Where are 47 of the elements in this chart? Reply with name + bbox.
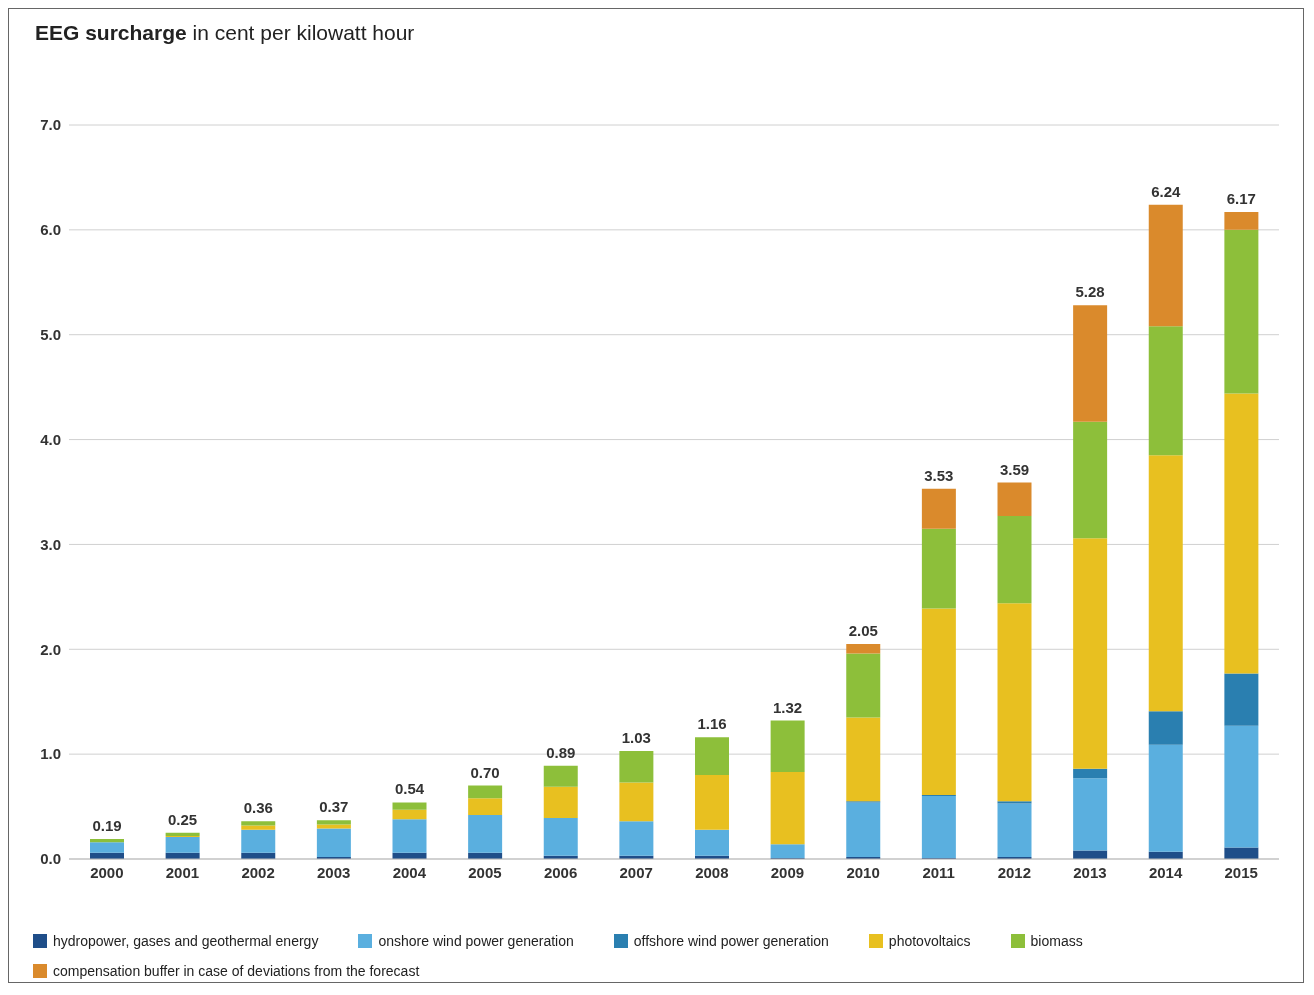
x-tick-label: 2014 xyxy=(1148,863,1183,881)
y-tick-label: 4.0 xyxy=(40,430,61,448)
legend-label: offshore wind power generation xyxy=(632,933,829,949)
x-tick-label: 2002 xyxy=(241,863,275,881)
total-label: 0.70 xyxy=(470,763,500,781)
y-tick-label: 6.0 xyxy=(40,221,61,239)
x-tick-label: 2000 xyxy=(90,863,124,881)
total-label: 1.32 xyxy=(773,698,803,716)
total-label: 6.17 xyxy=(1226,190,1256,208)
total-label: 0.54 xyxy=(394,780,425,798)
legend-label: biomass xyxy=(1029,933,1083,949)
legend-label: compensation buffer in case of deviations from the forecast xyxy=(52,963,420,979)
y-tick-label: 0.0 xyxy=(40,850,61,868)
x-tick-label: 2013 xyxy=(1073,863,1107,881)
x-tick-label: 2006 xyxy=(543,863,578,881)
y-tick-label: 3.0 xyxy=(40,535,61,553)
legend-label: onshore wind power generation xyxy=(377,933,574,949)
x-tick-label: 2003 xyxy=(317,863,351,881)
x-tick-label: 2012 xyxy=(997,863,1031,881)
legend-label: photovoltaics xyxy=(887,933,971,949)
x-tick-label: 2008 xyxy=(695,863,729,881)
total-label: 1.03 xyxy=(621,729,651,746)
total-label: 0.19 xyxy=(92,817,122,835)
total-label: 3.59 xyxy=(999,460,1030,478)
x-tick-label: 2005 xyxy=(468,863,502,881)
x-tick-label: 2007 xyxy=(619,863,653,881)
chart-title: EEG surcharge in cent per kilowatt hour xyxy=(35,21,415,45)
total-label: 1.16 xyxy=(697,715,727,733)
total-label: 2.05 xyxy=(848,622,878,640)
total-label: 0.36 xyxy=(243,799,273,817)
total-label: 5.28 xyxy=(1075,283,1105,301)
x-tick-label: 2010 xyxy=(846,863,880,881)
y-tick-label: 2.0 xyxy=(40,640,61,658)
x-tick-label: 2001 xyxy=(165,863,200,881)
total-label: 3.53 xyxy=(924,466,954,484)
y-tick-label: 7.0 xyxy=(40,116,61,134)
x-tick-label: 2015 xyxy=(1224,863,1258,881)
total-label: 0.25 xyxy=(168,810,198,828)
x-tick-label: 2011 xyxy=(922,863,955,881)
y-tick-label: 5.0 xyxy=(40,326,61,344)
x-tick-label: 2009 xyxy=(770,863,805,881)
x-tick-label: 2004 xyxy=(392,863,427,881)
y-tick-label: 1.0 xyxy=(40,745,61,763)
total-label: 6.24 xyxy=(1151,182,1181,200)
total-label: 0.89 xyxy=(546,743,576,761)
legend-label: hydropower, gases and geothermal energy xyxy=(52,933,319,949)
total-label: 0.37 xyxy=(319,798,349,816)
